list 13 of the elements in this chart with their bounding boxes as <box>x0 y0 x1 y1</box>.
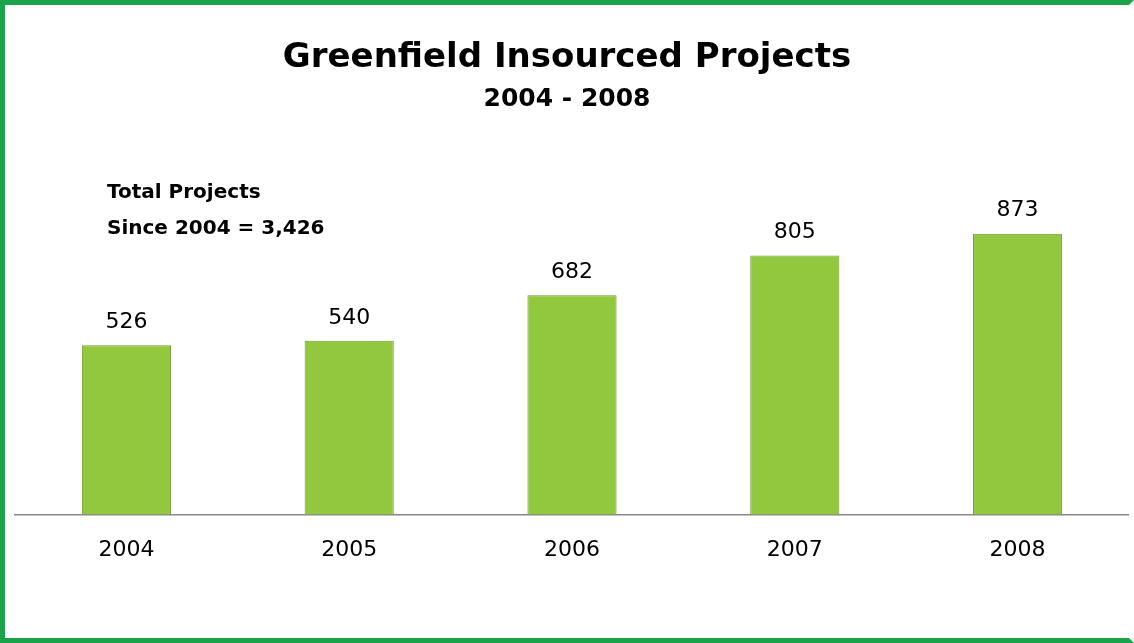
x-tick-label: 2008 <box>989 535 1046 561</box>
data-label: 682 <box>551 257 593 283</box>
data-label: 540 <box>328 303 371 329</box>
x-tick-label: 2006 <box>544 535 600 561</box>
chart-title: Greenfield Insourced Projects <box>281 35 853 75</box>
annotation: Total Projects Since 2004 = 3,426 <box>107 178 325 241</box>
x-tick-label: 2005 <box>321 535 378 561</box>
x-tick-label: 2004 <box>98 535 155 561</box>
chart-subtitle: 2004 - 2008 <box>482 83 652 112</box>
data-label: 805 <box>773 218 816 244</box>
x-tick-label: 2007 <box>766 535 823 561</box>
data-label: 526 <box>105 308 148 334</box>
data-label: 873 <box>996 196 1039 222</box>
